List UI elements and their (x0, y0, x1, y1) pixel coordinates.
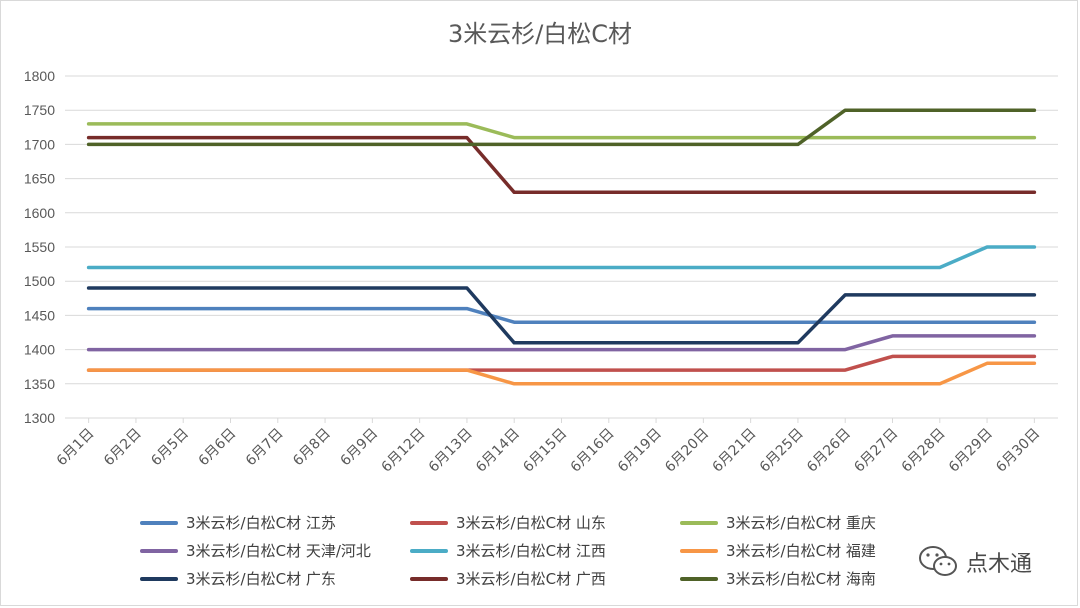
series-line-8 (86, 108, 1037, 147)
legend-item: 3米云杉/白松C材 天津/河北 (140, 540, 371, 561)
x-tick-label: 6月19日 (615, 426, 665, 476)
legend-swatch (680, 548, 718, 553)
series-line-7 (86, 135, 1037, 195)
legend-item: 3米云杉/白松C材 广东 (140, 568, 336, 589)
x-tick-label: 6月14日 (473, 426, 523, 476)
x-tick-label: 6月5日 (148, 426, 192, 470)
legend-item: 3米云杉/白松C材 江西 (410, 540, 606, 561)
legend-label: 3米云杉/白松C材 广东 (186, 570, 336, 588)
legend-label: 3米云杉/白松C材 江西 (456, 542, 606, 560)
legend-swatch (680, 520, 718, 525)
wechat-icon (918, 545, 958, 579)
x-tick-label: 6月27日 (851, 426, 901, 476)
y-tick-label: 1300 (24, 410, 55, 426)
x-tick-label: 6月9日 (337, 426, 381, 470)
legend-swatch (410, 520, 448, 525)
y-tick-label: 1700 (24, 136, 55, 152)
legend-item: 3米云杉/白松C材 广西 (410, 568, 606, 589)
y-tick-label: 1600 (24, 205, 55, 221)
y-tick-label: 1800 (24, 68, 55, 84)
series-line-3 (86, 334, 1037, 352)
x-tick-label: 6月6日 (196, 426, 240, 470)
legend-item: 3米云杉/白松C材 福建 (680, 540, 876, 561)
series-line-6 (86, 286, 1037, 345)
x-tick-label: 6月7日 (243, 426, 287, 470)
y-axis-tick-labels: 1300 1350 1400 1450 1500 1550 1600 1650 1700 1750… (24, 68, 55, 426)
legend-swatch (140, 548, 178, 553)
series-line-2 (86, 122, 1037, 140)
legend-label: 3米云杉/白松C材 海南 (726, 570, 876, 588)
legend-swatch (410, 548, 448, 553)
x-tick-label: 6月12日 (378, 426, 428, 476)
legend-swatch (680, 576, 718, 581)
legend-label: 3米云杉/白松C材 重庆 (726, 514, 876, 532)
x-tick-label: 6月13日 (426, 426, 476, 476)
legend-label: 3米云杉/白松C材 江苏 (186, 514, 336, 532)
x-tick-label: 6月1日 (54, 426, 98, 470)
y-tick-label: 1350 (24, 376, 55, 392)
y-tick-label: 1450 (24, 307, 55, 323)
x-tick-label: 6月21日 (709, 426, 759, 476)
x-tick-label: 6月20日 (662, 426, 712, 476)
x-tick-label: 6月28日 (899, 426, 949, 476)
x-tick-label: 6月30日 (993, 426, 1043, 476)
y-tick-label: 1500 (24, 273, 55, 289)
x-axis-tick-labels: 6月1日 6月2日 6月5日 6月6日 6月7日 6月8日 6月9日6月12日6月13日6月… (54, 418, 1043, 476)
series-line-1 (86, 354, 1037, 372)
legend-item: 3米云杉/白松C材 重庆 (680, 512, 876, 533)
legend-swatch (410, 576, 448, 581)
legend-label: 3米云杉/白松C材 福建 (726, 542, 876, 560)
x-tick-label: 6月29日 (946, 426, 996, 476)
legend-label: 3米云杉/白松C材 山东 (456, 514, 606, 532)
y-tick-label: 1650 (24, 171, 55, 187)
series-line-5 (86, 361, 1037, 386)
x-tick-label: 6月15日 (520, 426, 570, 476)
legend-label: 3米云杉/白松C材 广西 (456, 570, 606, 588)
legend-item: 3米云杉/白松C材 江苏 (140, 512, 336, 533)
x-tick-label: 6月16日 (568, 426, 618, 476)
x-tick-label: 6月26日 (804, 426, 854, 476)
y-tick-label: 1400 (24, 342, 55, 358)
series-lines (86, 108, 1037, 386)
legend-swatch (140, 520, 178, 525)
series-line-0 (86, 306, 1037, 324)
series-line-4 (86, 245, 1037, 270)
x-tick-label: 6月8日 (290, 426, 334, 470)
y-tick-label: 1550 (24, 239, 55, 255)
y-tick-label: 1750 (24, 102, 55, 118)
x-tick-label: 6月25日 (757, 426, 807, 476)
legend-item: 3米云杉/白松C材 海南 (680, 568, 876, 589)
gridlines (65, 75, 1058, 419)
x-tick-label: 6月2日 (101, 426, 145, 470)
watermark-text: 点木通 (966, 552, 1033, 577)
chart-title: 3米云杉/白松C材 (447, 20, 633, 48)
legend-item: 3米云杉/白松C材 山东 (410, 512, 606, 533)
watermark: 点木通 (918, 545, 1032, 579)
legend-label: 3米云杉/白松C材 天津/河北 (186, 542, 371, 560)
legend-swatch (140, 576, 178, 581)
